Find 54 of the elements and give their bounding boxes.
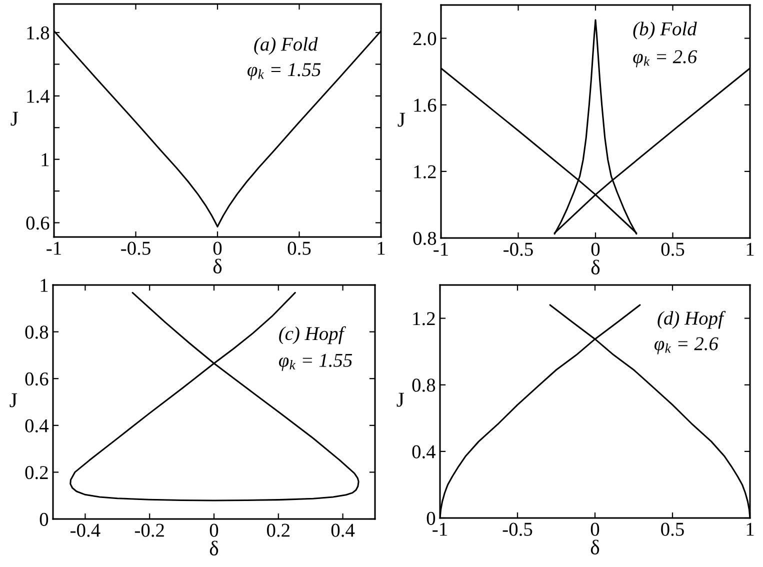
x-tick-label: 0.5 [288,242,311,255]
x-axis-title: δ [213,258,222,274]
x-tick-label: 0.5 [661,522,684,536]
x-tick-label: -0.5 [502,522,532,536]
annotation: φ$_{k}$ = 1.55 [278,354,352,371]
y-tick-label: 0 [40,512,48,526]
y-tick-label: 1 [42,153,49,166]
x-tick-label: -0.4 [70,524,100,537]
y-axis-title: J [398,112,406,127]
y-axis-title: J [10,112,18,126]
y-tick-label: 0.8 [413,232,436,246]
x-axis-title: δ [590,540,600,554]
y-tick-label: 1.4 [27,90,50,103]
x-axis-title: δ [591,260,600,274]
x-tick-label: -0.5 [504,242,533,256]
y-tick-label: 0.6 [26,216,50,230]
x-tick-label: -1 [434,242,448,256]
annotation: (a) Fold [254,37,318,55]
x-tick-label: -0.5 [121,242,150,255]
y-axis-title: J [10,393,18,408]
x-tick-label: 0 [590,522,600,536]
y-tick-label: 0.8 [25,326,48,339]
annotation: (b) Fold [633,22,697,40]
x-tick-label: 0.2 [266,524,290,537]
annotation: (c) Hopf [279,326,346,344]
y-tick-label: 2.0 [413,32,436,46]
y-tick-label: 0.2 [25,466,48,480]
x-tick-label: 0 [213,242,222,255]
annotation: φ$_{k}$ = 2.6 [654,337,718,354]
annotation: (d) Hopf [658,310,726,329]
y-tick-label: 1 [40,278,48,292]
x-tick-label: 1 [378,242,385,255]
y-tick-label: 0 [426,512,436,525]
x-tick-label: 1 [746,522,754,536]
y-tick-label: 1.6 [414,98,436,112]
x-tick-label: 1 [746,242,754,256]
y-tick-label: 0.4 [25,419,49,432]
y-tick-label: 1.2 [414,165,436,178]
y-tick-label: 1.2 [413,312,435,326]
x-tick-label: 0.4 [331,524,355,537]
x-tick-label: 0.5 [661,242,684,256]
x-tick-label: -0.2 [134,524,164,537]
x-tick-label: 0 [210,524,218,537]
y-tick-label: 0.6 [25,372,48,386]
x-tick-label: 0 [591,242,600,256]
x-tick-label: -1 [46,242,61,255]
annotation: φ$_{k}$ = 2.6 [633,50,698,68]
x-tick-label: -1 [432,522,447,536]
y-tick-label: 0.4 [412,445,436,458]
y-tick-label: 1.8 [27,26,50,40]
y-axis-title: J [396,392,404,407]
annotation: φ$_{k}$ = 1.55 [248,63,321,80]
x-axis-title: δ [210,540,218,556]
y-tick-label: 0.8 [412,378,436,392]
